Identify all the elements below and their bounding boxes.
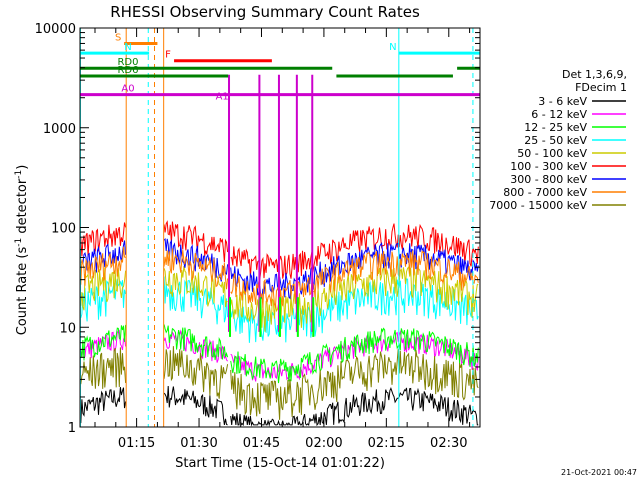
y-tick-label: 10: [59, 321, 76, 336]
state-bar-label: A0: [121, 84, 134, 95]
timestamp: 21-Oct-2021 00:47: [561, 468, 637, 477]
x-axis: 01:15 01:30 01:45 02:00 02:15 02:30: [94, 28, 471, 451]
state-bar-label: N: [124, 42, 131, 53]
legend-label: 25 - 50 keV: [524, 134, 587, 147]
chart-title: RHESSI Observing Summary Count Rates: [110, 3, 420, 21]
y-tick-label: 1: [68, 421, 76, 436]
series-line-5: [80, 220, 479, 280]
y-tick-label: 10000: [35, 22, 76, 37]
y-axis-label: Count Rate (s-1 detector-1): [14, 165, 30, 336]
legend-label: 3 - 6 keV: [538, 95, 587, 108]
x-tick-label: 01:15: [118, 436, 155, 451]
state-bar-label: RD6: [117, 65, 138, 76]
y-tick-label: 100: [51, 222, 76, 237]
x-tick-label: 02:00: [305, 436, 342, 451]
state-bar-label: A1: [216, 92, 229, 103]
state-bar-label: S: [115, 32, 121, 43]
y-tick-label: 1000: [43, 122, 76, 137]
state-bar-label: F: [165, 50, 171, 61]
series-line-7: [80, 246, 479, 308]
legend-label: 6 - 12 keV: [531, 108, 587, 121]
legend-label: 800 - 7000 keV: [503, 186, 587, 199]
state-bar-label: RD0: [117, 57, 138, 68]
legend-header-line1: Det 1,3,6,9,: [562, 68, 627, 81]
state-bar-label: N: [389, 42, 396, 53]
x-tick-label: 02:15: [368, 436, 405, 451]
series-line-0: [80, 385, 479, 427]
y-axis-label-sup1: -1: [14, 238, 24, 247]
legend-label: 12 - 25 keV: [524, 121, 587, 134]
series-line-2: [80, 324, 479, 384]
y-axis-label-mid: detector: [15, 178, 30, 238]
x-tick-label: 01:30: [180, 436, 217, 451]
legend-header-line2: FDecim 1: [575, 81, 627, 94]
x-tick-label: 02:30: [430, 436, 467, 451]
x-axis-label: Start Time (15-Oct-14 01:01:22): [175, 456, 385, 471]
series-line-8: [80, 346, 479, 420]
legend-label: 7000 - 15000 keV: [489, 199, 587, 212]
y-axis: 1 10 100 1000 10000: [35, 22, 480, 436]
legend-label: 100 - 300 keV: [510, 160, 587, 173]
y-axis-label-end: ): [15, 165, 30, 170]
legend-label: 50 - 100 keV: [517, 147, 587, 160]
y-axis-label-main: Count Rate (s: [15, 247, 30, 336]
y-axis-label-sup2: -1: [14, 170, 24, 179]
x-tick-label: 01:45: [243, 436, 280, 451]
legend-label: 300 - 800 keV: [510, 173, 587, 186]
